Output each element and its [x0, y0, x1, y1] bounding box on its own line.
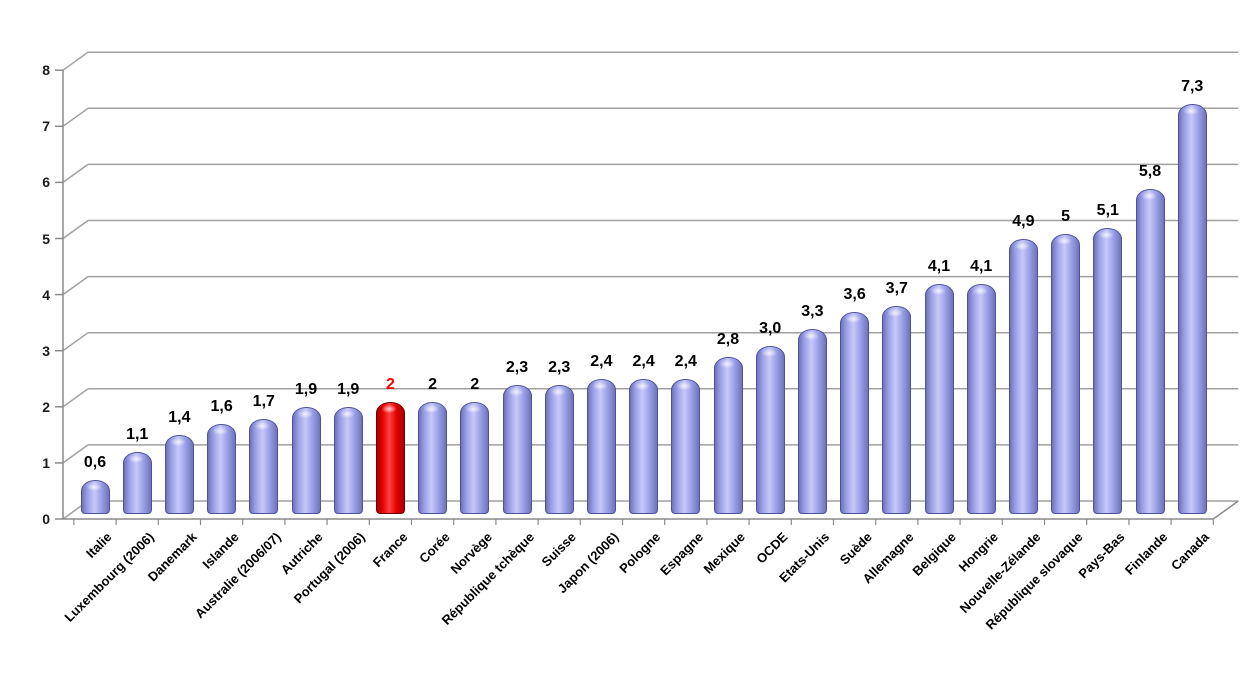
gridline-connector: [62, 444, 89, 464]
gridline-connector: [62, 163, 89, 184]
floor-right-edge: [1212, 500, 1239, 520]
gridline-connector: [62, 388, 89, 408]
gridline-connector: [62, 500, 89, 520]
gridline-connector: [62, 219, 89, 240]
gridline-connector: [62, 332, 89, 352]
gridline-connector: [62, 275, 89, 296]
gridline-connector: [62, 107, 89, 127]
gridline-connector: [62, 51, 89, 71]
